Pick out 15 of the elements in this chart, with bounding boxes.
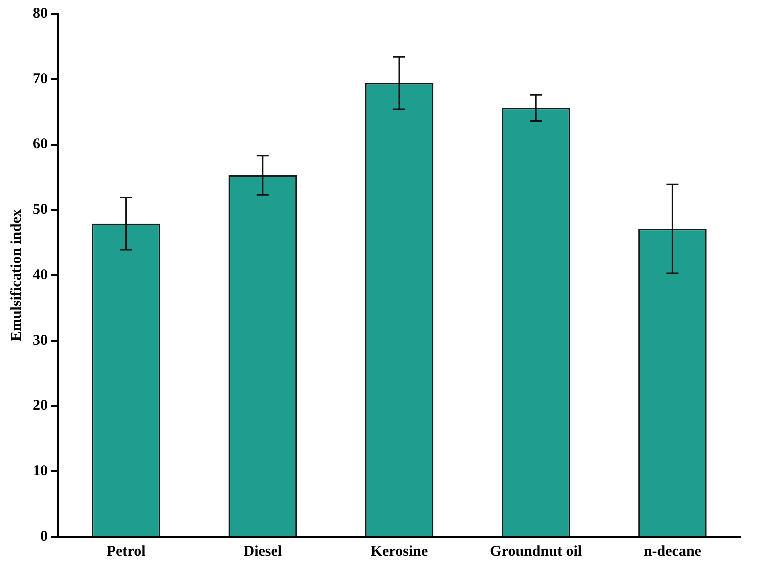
- x-tick-label: Kerosine: [370, 544, 428, 560]
- y-tick-label: 80: [33, 6, 48, 22]
- x-tick-label: Groundnut oil: [490, 544, 582, 560]
- y-axis-title: Emulsification index: [8, 208, 25, 342]
- x-tick-label: Petrol: [106, 544, 146, 560]
- x-tick-label: Diesel: [244, 544, 282, 560]
- y-tick-label: 0: [40, 528, 48, 545]
- y-tick-label: 50: [33, 202, 48, 218]
- y-tick-label: 10: [33, 464, 48, 480]
- y-tick-label: 40: [33, 267, 48, 284]
- y-tick-label: 20: [33, 398, 48, 414]
- y-tick-label: 30: [33, 332, 48, 349]
- x-tick-label: n-decane: [644, 544, 702, 560]
- y-tick-label: 60: [33, 136, 48, 153]
- y-tick-label: 70: [33, 71, 48, 88]
